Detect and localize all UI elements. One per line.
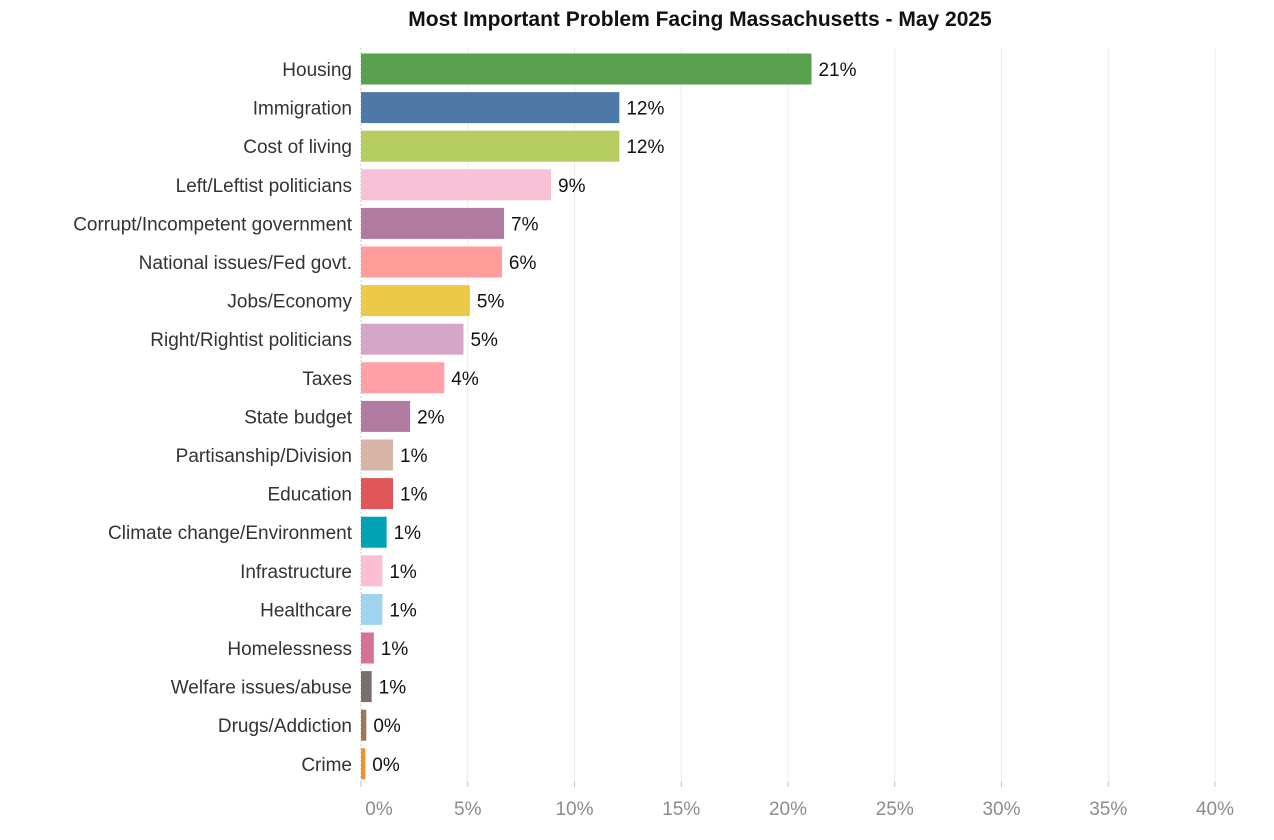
category-label: Left/Leftist politicians (176, 176, 352, 197)
value-label: 0% (373, 716, 401, 737)
value-label: 1% (400, 446, 428, 467)
x-tick-label: 40% (1196, 799, 1234, 820)
value-label: 12% (626, 99, 664, 120)
value-label: 1% (389, 600, 417, 621)
x-tick-label: 20% (769, 799, 807, 820)
category-label: Healthcare (260, 600, 352, 621)
bar (361, 555, 383, 587)
x-tick-label: 35% (1089, 799, 1127, 820)
value-label: 1% (389, 562, 417, 583)
category-label: Housing (282, 60, 352, 81)
category-label: State budget (244, 407, 352, 428)
bar (361, 53, 812, 85)
x-tick-label: 15% (662, 799, 700, 820)
bar (361, 285, 470, 317)
category-label: National issues/Fed govt. (139, 253, 352, 274)
value-label: 7% (511, 214, 539, 235)
value-label: 1% (394, 523, 422, 544)
bar (361, 516, 387, 548)
bar (361, 246, 502, 278)
category-label: Cost of living (243, 137, 352, 158)
bar (361, 593, 383, 625)
value-label: 1% (379, 678, 407, 699)
category-label: Taxes (302, 369, 352, 390)
value-label: 9% (558, 176, 586, 197)
category-label: Crime (301, 755, 352, 776)
category-label: Partisanship/Division (176, 446, 352, 467)
category-label: Education (267, 485, 352, 506)
value-label: 21% (818, 60, 856, 81)
bar (361, 169, 552, 201)
value-label: 0% (372, 755, 400, 776)
bar (361, 92, 620, 124)
x-tick-label: 0% (365, 799, 393, 820)
bar (361, 400, 411, 432)
category-label: Homelessness (227, 639, 352, 660)
value-label: 1% (381, 639, 409, 660)
bar (361, 130, 620, 162)
category-label: Right/Rightist politicians (150, 330, 352, 351)
category-label: Infrastructure (240, 562, 352, 583)
category-label: Immigration (253, 99, 352, 120)
category-label: Corrupt/Incompetent government (73, 214, 353, 235)
bar (361, 632, 374, 664)
chart-title: Most Important Problem Facing Massachuse… (408, 8, 992, 31)
bar (361, 748, 366, 780)
bar (361, 207, 505, 239)
bar (361, 323, 464, 355)
value-label: 5% (477, 292, 505, 313)
x-tick-label: 25% (876, 799, 914, 820)
bar (361, 362, 445, 394)
bar (361, 709, 367, 741)
value-label: 12% (626, 137, 664, 158)
category-label: Welfare issues/abuse (171, 678, 352, 699)
bar (361, 478, 394, 510)
value-label: 1% (400, 485, 428, 506)
bar (361, 439, 394, 471)
x-tick-label: 5% (454, 799, 482, 820)
value-label: 4% (451, 369, 479, 390)
bars (361, 53, 812, 780)
category-label: Jobs/Economy (227, 292, 352, 313)
bar (361, 671, 372, 703)
value-label: 2% (417, 407, 445, 428)
category-label: Climate change/Environment (108, 523, 353, 544)
x-tick-label: 30% (982, 799, 1020, 820)
x-tick-label: 10% (555, 799, 593, 820)
x-axis: 0% 5% 10% 15% 20% 25% 30% 35% 40% (360, 782, 1234, 820)
category-label: Drugs/Addiction (218, 716, 352, 737)
labels: Housing 21% Immigration 12% Cost of living 12… (73, 60, 856, 776)
grid-lines (360, 48, 1216, 782)
value-label: 6% (509, 253, 537, 274)
value-label: 5% (470, 330, 498, 351)
